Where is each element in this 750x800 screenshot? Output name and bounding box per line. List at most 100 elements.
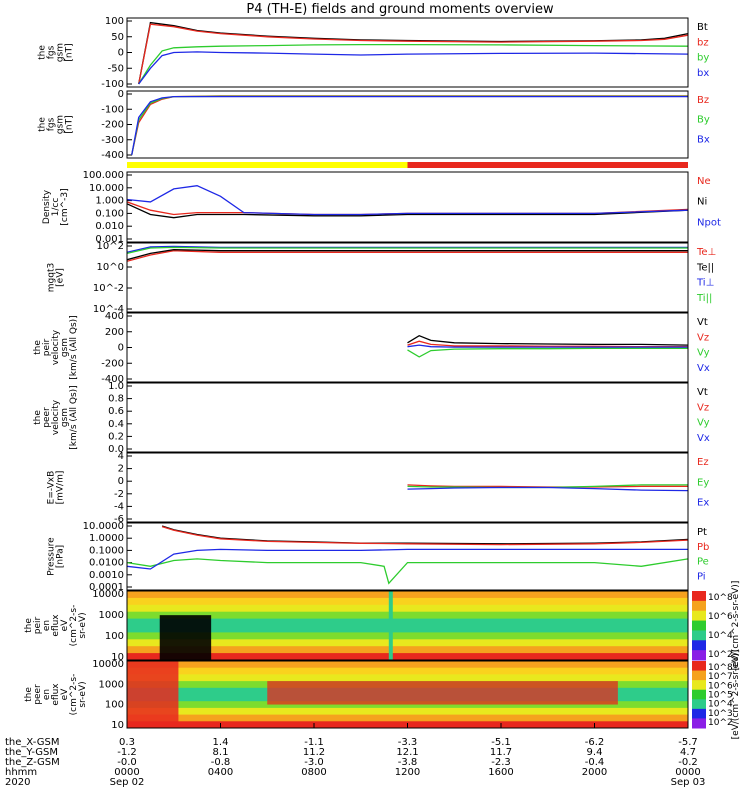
y-tick-label: 0.0010 (89, 570, 124, 581)
time-axis-value: -0.2 (678, 757, 698, 768)
colorbar-segment (692, 661, 706, 672)
legend-entry: Vy (697, 418, 710, 429)
y-axis-label: E=-VxB (47, 471, 57, 505)
panel-frame (126, 452, 689, 523)
y-tick-label: 0 (118, 343, 124, 354)
spectrogram-band (127, 618, 688, 626)
y-tick-label: 50 (111, 32, 124, 43)
series-line-Npot (126, 185, 689, 216)
colorbar-segment (692, 689, 706, 700)
legend-entry: Te|| (696, 262, 714, 273)
legend-entry: Bx (697, 134, 710, 145)
y-tick-label: 100 (105, 16, 124, 27)
colorbar-tick-label: 10^8 (708, 663, 733, 673)
spectrogram-feature (127, 661, 179, 728)
time-axis-value: -2.3 (491, 757, 511, 768)
time-axis-value: -0.8 (211, 757, 231, 768)
time-axis-row-label: hhmm (5, 767, 37, 778)
colorbar-segment (692, 610, 706, 622)
time-axis-value: 12.1 (396, 747, 418, 758)
y-tick-label: 10.000 (89, 183, 124, 194)
panel-density: Density 1/cc [cm^-3] 100.000 10.000 1.0000.10… (42, 170, 721, 245)
legend-entry: Ti⊥ (696, 278, 714, 289)
time-axis-value: -0.4 (585, 757, 605, 768)
y-tick-label: -2 (114, 489, 124, 500)
y-tick-label: 10^0 (97, 262, 124, 273)
colorbar-tick-label: 10^8 (708, 593, 733, 603)
time-axis: the_X-GSM 0.3 1.4 -1.1 -3.3 -5.1 -6.2 -5.7 the_Y… (5, 723, 705, 788)
y-tick-label: -100 (101, 79, 124, 90)
y-axis-label: peer (42, 407, 52, 428)
colorbar-segment (692, 591, 706, 602)
legend-entry: Vt (697, 317, 708, 328)
y-tick-label: -100 (101, 104, 124, 115)
colorbar-tick-label: 10^5 (708, 691, 733, 701)
time-axis-value: Sep 02 (110, 777, 145, 788)
legend-entry: bx (697, 68, 709, 79)
colorbar-tick-label: 10^6 (708, 681, 733, 691)
y-tick-label: 100 (105, 700, 124, 711)
y-tick-label: 1000 (99, 610, 124, 621)
spectrogram-band (127, 625, 688, 633)
y-axis-label: [nPa] (56, 545, 66, 568)
y-tick-label: 0.0 (108, 444, 124, 455)
time-axis-value: -1.1 (304, 737, 324, 748)
y-tick-label: 10 (111, 720, 124, 731)
y-axis-label: (cm^2-s- (69, 605, 79, 647)
legend-entry: Ex (697, 498, 709, 509)
legend-entry: Vx (697, 363, 710, 374)
panel-frame (126, 590, 689, 661)
legend-entry: Ni (697, 197, 707, 208)
chart-title: P4 (TH-E) fields and ground moments over… (246, 2, 554, 17)
spectrogram-band (127, 661, 688, 669)
legend-entry: By (697, 115, 710, 126)
y-axis-label: the (24, 687, 34, 702)
y-tick-label: -50 (108, 63, 124, 74)
spectrogram-feature (267, 681, 618, 705)
y-tick-label: 10000 (92, 659, 124, 670)
series-line-Pt (161, 525, 689, 545)
y-tick-label: 0.0001 (89, 582, 124, 593)
legend-entry: Vz (697, 402, 709, 413)
legend-entry: Vt (697, 387, 708, 398)
y-tick-label: -300 (101, 135, 124, 146)
legend-entry: Pt (697, 527, 707, 538)
y-axis-label: eV (60, 688, 70, 701)
time-axis-row-label: the_X-GSM (5, 737, 59, 748)
colorbar-segment (692, 699, 706, 710)
y-axis-label: eflux (51, 614, 61, 637)
y-axis-label: 1/cc (51, 198, 61, 217)
y-axis-label: [cm^-3] (60, 188, 70, 225)
series-line-Vt (407, 334, 689, 346)
y-axis-label: gsm (56, 43, 66, 62)
spectrogram-band (127, 646, 688, 654)
series-line-Pb (161, 525, 689, 546)
y-tick-label: 0.100 (95, 208, 124, 219)
y-tick-label: 0.0100 (89, 558, 124, 569)
y-axis-label: sr-eV) (78, 681, 88, 707)
panel-frame (126, 90, 689, 159)
legend-entry: Vy (697, 348, 710, 359)
time-axis-row-label: 2020 (5, 777, 30, 788)
y-tick-label: 0.6 (108, 406, 124, 417)
y-tick-label: -200 (101, 358, 124, 369)
y-tick-label: 0 (118, 89, 124, 100)
panel-peir-velocity: the peir velocity gsm [km/s (All Qs)] 400 200 0… (33, 311, 710, 385)
y-axis-label: [nT] (65, 115, 75, 133)
colorbar-tick-label: 10^3 (708, 709, 733, 719)
series-line-Te⊥ (126, 250, 688, 262)
y-tick-label: 0.001 (95, 234, 124, 245)
time-axis-value: 11.7 (490, 747, 512, 758)
series-line-By (131, 95, 688, 156)
colorbar-tick-label: 10^4 (708, 700, 733, 710)
y-tick-label: 10.0000 (83, 521, 124, 532)
y-axis-label: (cm^2-s- (69, 674, 79, 716)
y-tick-label: 0.1000 (89, 545, 124, 556)
legend-entry: Pi (697, 571, 706, 582)
time-axis-value: -3.3 (398, 737, 418, 748)
time-axis-value: 0000 (675, 767, 700, 778)
y-tick-label: 1.000 (95, 196, 124, 207)
colorbar-segment (692, 708, 706, 719)
legend-entry: Ey (697, 477, 709, 488)
